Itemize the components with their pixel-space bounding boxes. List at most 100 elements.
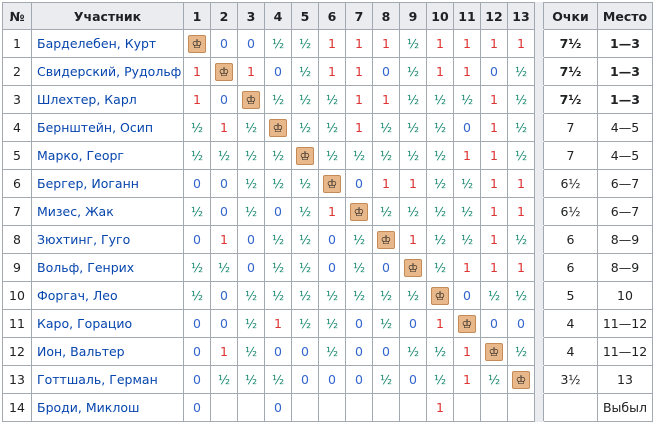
header-round: 13 (507, 2, 535, 30)
result-cell: ½ (318, 281, 346, 310)
king-icon: ♔ (188, 34, 206, 53)
place-cell: 4—5 (597, 113, 653, 142)
header-round: 4 (264, 2, 292, 30)
header-round: 1 (183, 2, 211, 30)
player-link[interactable]: Зюхтинг, Гуго (31, 225, 184, 254)
column-separator (534, 113, 544, 142)
player-link[interactable]: Мизес, Жак (31, 197, 184, 226)
result-cell: 1 (345, 85, 373, 114)
result-cell (480, 393, 508, 422)
player-link[interactable]: Вольф, Генрих (31, 253, 184, 282)
player-link[interactable]: Броди, Миклош (31, 393, 184, 422)
header-round: 6 (318, 2, 346, 30)
result-cell (372, 393, 400, 422)
result-cell: 1 (426, 393, 454, 422)
result-cell: 0 (237, 225, 265, 254)
self-cell: ♔ (183, 29, 211, 58)
result-cell: ½ (291, 29, 319, 58)
player-link[interactable]: Барделебен, Курт (31, 29, 184, 58)
table-row: 5 Марко, Георг ½ ½ ½ ½ ♔ ½ ½ ½ ½ ½ 1 1 ½ 7 4—5 (2, 141, 653, 170)
result-cell: ½ (237, 337, 265, 366)
result-cell: ½ (345, 141, 373, 170)
place-cell: 10 (597, 281, 653, 310)
result-cell: ½ (399, 85, 427, 114)
result-cell (318, 393, 346, 422)
points-cell: 5 (543, 281, 598, 310)
result-cell: ½ (237, 309, 265, 338)
player-link[interactable]: Марко, Георг (31, 141, 184, 170)
row-number: 5 (2, 141, 32, 170)
result-cell: 0 (318, 225, 346, 254)
place-cell: 1—3 (597, 57, 653, 86)
result-cell: 1 (453, 337, 481, 366)
result-cell: 1 (480, 197, 508, 226)
header-num[interactable]: № (2, 2, 32, 30)
result-cell: ½ (399, 281, 427, 310)
result-cell: 0 (210, 309, 238, 338)
result-cell: ½ (237, 365, 265, 394)
header-points[interactable]: Очки (543, 2, 598, 30)
result-cell: ½ (237, 197, 265, 226)
result-cell: 1 (183, 57, 211, 86)
result-cell: ½ (264, 29, 292, 58)
result-cell: ½ (426, 225, 454, 254)
self-cell: ♔ (426, 281, 454, 310)
table-row: 10 Форгач, Лео ½ 0 ½ ½ ½ ½ ½ ½ ½ ♔ 0 ½ ½ 5 10 (2, 281, 653, 310)
result-cell (237, 393, 265, 422)
column-separator (534, 197, 544, 226)
column-separator (534, 85, 544, 114)
result-cell: 1 (372, 29, 400, 58)
result-cell: 0 (345, 365, 373, 394)
self-cell: ♔ (453, 309, 481, 338)
table-row: 2 Свидерский, Рудольф 1 ♔ 1 0 ½ 1 1 0 ½ 1 1 0 ½ 7½ 1—3 (2, 57, 653, 86)
place-cell: 13 (597, 365, 653, 394)
result-cell: 1 (480, 141, 508, 170)
place-cell: 11—12 (597, 309, 653, 338)
result-cell (453, 393, 481, 422)
result-cell: ½ (426, 169, 454, 198)
result-cell: ½ (372, 141, 400, 170)
result-cell: 1 (264, 309, 292, 338)
player-link[interactable]: Каро, Горацио (31, 309, 184, 338)
result-cell: 1 (480, 113, 508, 142)
points-cell (543, 393, 598, 422)
place-cell: Выбыл (597, 393, 653, 422)
row-number: 12 (2, 337, 32, 366)
result-cell: ½ (507, 57, 535, 86)
header-round: 8 (372, 2, 400, 30)
result-cell: ½ (183, 113, 211, 142)
table-row: 6 Бергер, Иоганн 0 0 ½ ½ ½ ♔ 0 1 1 ½ ½ 1 1 6½ 6—7 (2, 169, 653, 198)
header-round: 10 (426, 2, 454, 30)
result-cell (507, 393, 535, 422)
result-cell: 0 (183, 365, 211, 394)
result-cell: 1 (183, 85, 211, 114)
player-link[interactable]: Бернштейн, Осип (31, 113, 184, 142)
result-cell: ½ (453, 197, 481, 226)
column-separator (534, 281, 544, 310)
king-icon: ♔ (242, 90, 260, 109)
header-place[interactable]: Место (597, 2, 653, 30)
player-link[interactable]: Шлехтер, Карл (31, 85, 184, 114)
player-link[interactable]: Форгач, Лео (31, 281, 184, 310)
result-cell: ½ (264, 169, 292, 198)
player-link[interactable]: Бергер, Иоганн (31, 169, 184, 198)
result-cell: ½ (291, 253, 319, 282)
result-cell: ½ (264, 365, 292, 394)
result-cell: 0 (264, 57, 292, 86)
result-cell: ½ (507, 85, 535, 114)
result-cell: 0 (318, 253, 346, 282)
header-player[interactable]: Участник (31, 2, 184, 30)
row-number: 2 (2, 57, 32, 86)
result-cell: 0 (399, 365, 427, 394)
result-cell: 0 (264, 337, 292, 366)
player-link[interactable]: Свидерский, Рудольф (31, 57, 184, 86)
player-link[interactable]: Ион, Вальтер (31, 337, 184, 366)
player-link[interactable]: Готтшаль, Герман (31, 365, 184, 394)
result-cell (291, 393, 319, 422)
result-cell: 1 (453, 29, 481, 58)
result-cell: 1 (345, 29, 373, 58)
result-cell: ½ (426, 113, 454, 142)
place-cell: 6—7 (597, 197, 653, 226)
result-cell: ½ (264, 85, 292, 114)
points-cell: 7½ (543, 29, 598, 58)
